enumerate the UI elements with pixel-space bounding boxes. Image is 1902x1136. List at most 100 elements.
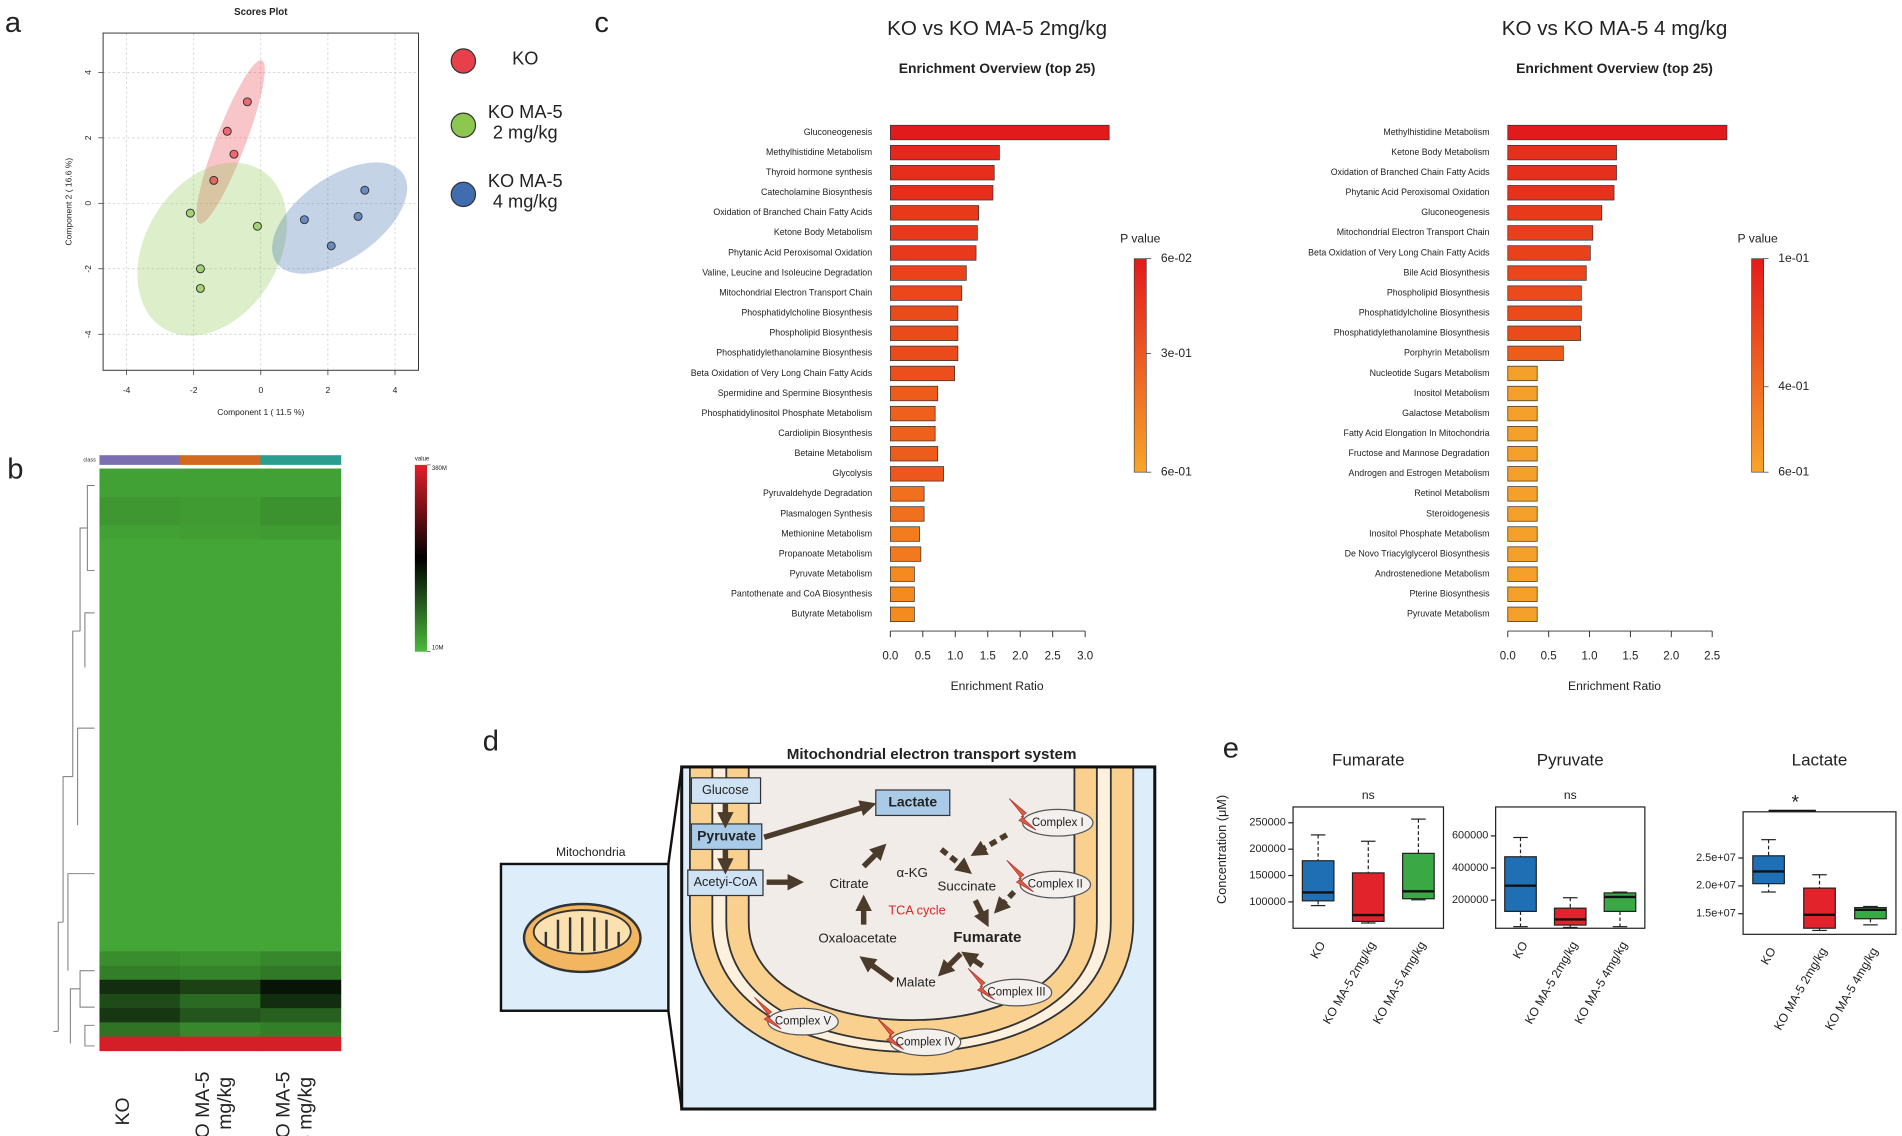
bar — [889, 305, 959, 321]
panel-label: c — [594, 7, 609, 39]
heat-cell — [260, 610, 342, 626]
heat-cell — [179, 738, 261, 753]
colorbar-tick-label: 6e-01 — [1778, 464, 1809, 478]
heat-cell — [179, 951, 261, 966]
diagram: Mitochondria Mitochondrial electron tran… — [499, 746, 1157, 1111]
bar — [1507, 506, 1538, 522]
heat-cell — [179, 596, 261, 611]
point — [360, 185, 370, 195]
heat-cell — [99, 653, 181, 668]
zoom-line — [667, 1010, 683, 1110]
complex-label: Complex II — [1028, 879, 1083, 891]
category-label: Valine, Leucine and Isoleucine Degradati… — [702, 267, 872, 277]
bar — [1507, 225, 1594, 241]
heat-cell — [179, 653, 261, 668]
heat-cell — [99, 993, 181, 1009]
x-tick-label: 2.0 — [1663, 651, 1679, 663]
bar — [889, 165, 995, 181]
bar — [1507, 205, 1603, 221]
heat-cell — [99, 724, 181, 739]
y-tick-label: 0 — [83, 201, 93, 206]
heat-cell — [260, 496, 342, 512]
box — [1752, 855, 1785, 885]
heat-cell — [99, 780, 181, 796]
y-tick-label: 2.0e+07 — [1696, 880, 1736, 892]
heat-cell — [99, 752, 181, 768]
bar — [1507, 446, 1538, 462]
bar — [1507, 305, 1582, 321]
category-label: Androgen and Estrogen Metabolism — [1348, 468, 1489, 478]
confidence-ellipse — [272, 162, 408, 274]
heat-cell — [179, 667, 261, 682]
bar — [889, 185, 994, 201]
legend-label-box: KO MA-5 4 mg/kg — [488, 171, 563, 213]
chart-title: Scores Plot — [234, 7, 288, 18]
category-label: Ketone Body Metabolism — [774, 227, 872, 237]
heat-cell — [179, 837, 261, 853]
heat-cell — [99, 582, 181, 597]
legend-label: KO — [512, 48, 539, 70]
heat-cell — [179, 681, 261, 697]
bar — [889, 325, 959, 341]
column-label: KO MA-5 2 mg/kg — [193, 1071, 237, 1136]
bar — [889, 144, 1000, 161]
heat-cell — [99, 709, 181, 725]
x-tick-label: KO — [1510, 939, 1531, 961]
heat-cell — [260, 553, 342, 569]
legend-marker — [450, 181, 477, 208]
x-axis-label: Enrichment Ratio — [951, 679, 1044, 693]
bar — [889, 205, 980, 221]
category-label: Pyruvate Metabolism — [1407, 609, 1490, 619]
heat-cell — [99, 638, 181, 654]
category-label: Plasmalogen Synthesis — [780, 508, 873, 518]
heat-cell — [260, 965, 342, 981]
category-label: Gluconeogenesis — [1421, 207, 1490, 217]
x-tick-label: 0.5 — [1541, 651, 1557, 663]
category-label: Oxidation of Branched Chain Fatty Acids — [1331, 167, 1490, 177]
legend-label: KO MA-5 2 mg/kg — [487, 102, 563, 144]
x-tick-label: KO MA-5 2mg/kg — [1771, 945, 1830, 1033]
bar — [1507, 365, 1538, 382]
bar — [1507, 466, 1538, 482]
y-tick-label: 600000 — [1452, 830, 1488, 842]
x-tick-label: 0 — [258, 385, 263, 395]
heat-cell — [179, 1036, 261, 1052]
node: Glucose — [702, 782, 749, 797]
category-label: Steroidogenesis — [1426, 508, 1490, 518]
point — [242, 97, 252, 107]
category-label: Phytanic Acid Peroxisomal Oxidation — [1346, 187, 1490, 197]
x-tick-label: 0.5 — [915, 651, 931, 663]
x-tick-label: 1.0 — [1582, 651, 1598, 663]
heat-cell — [179, 1008, 261, 1023]
colorbar — [414, 464, 427, 652]
bar — [1507, 345, 1564, 361]
point — [353, 211, 363, 221]
heat-cell — [99, 823, 181, 839]
heat-cell — [260, 780, 342, 796]
heat-cell — [179, 866, 261, 881]
node: Succinate — [937, 879, 996, 894]
heat-cell — [260, 511, 342, 526]
box — [1301, 860, 1335, 902]
class-bar — [179, 455, 261, 465]
category-label: Porphyrin Metabolism — [1404, 348, 1490, 358]
heat-cell — [179, 922, 261, 938]
bar — [1507, 385, 1538, 402]
x-tick-label: 3.0 — [1077, 651, 1093, 663]
class-bar — [99, 455, 181, 465]
category-label: Fructose and Mannose Degradation — [1348, 448, 1489, 458]
panel-label: e — [1223, 733, 1239, 765]
point — [299, 215, 309, 225]
column-label-box: KO MA-5 2 mg/kg — [193, 1071, 237, 1136]
heat-cell — [179, 1022, 261, 1037]
arrows — [717, 800, 1017, 983]
category-label: Ketone Body Metabolism — [1391, 147, 1489, 157]
heat-cell — [260, 695, 342, 711]
heat-cell — [260, 468, 342, 484]
confidence-ellipse — [137, 162, 287, 336]
colorbar-title: value — [415, 456, 430, 462]
x-tick-label: KO MA-5 4mg/kg — [1572, 939, 1631, 1027]
bar — [889, 385, 939, 402]
bar — [1507, 165, 1617, 181]
